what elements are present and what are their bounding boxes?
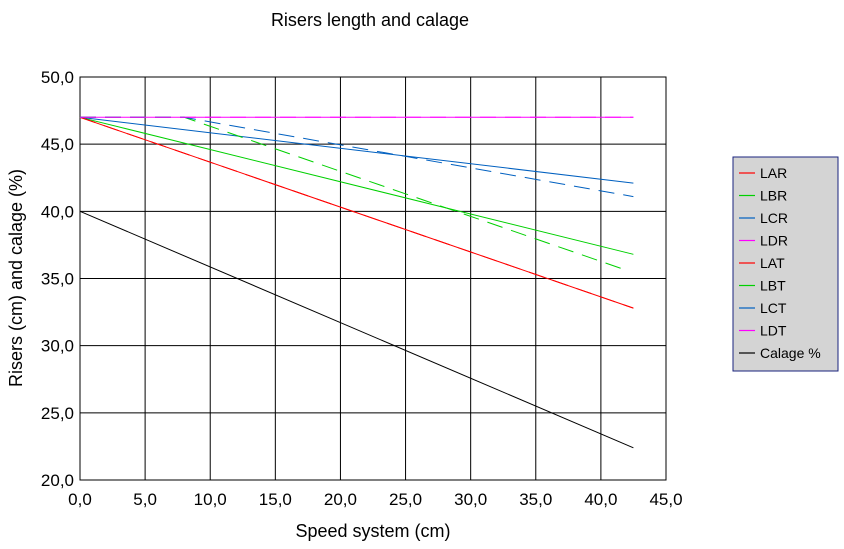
x-tick-label: 35,0 <box>519 490 552 509</box>
y-tick-label: 45,0 <box>41 135 74 154</box>
series-lines <box>79 116 634 449</box>
legend-entry: Calage % <box>760 345 821 361</box>
legend-entry: LDT <box>760 323 787 339</box>
legend-box <box>732 156 839 372</box>
legend-entry: LAR <box>760 165 787 181</box>
y-tick-label: 35,0 <box>41 270 74 289</box>
series-line-calage <box>79 210 634 449</box>
legend: LAR LBR LCR LDR LAT LBT LCT LDT Calage % <box>732 156 839 372</box>
x-axis-label: Speed system (cm) <box>295 521 450 541</box>
legend-entry: LAT <box>760 255 785 271</box>
legend-entry: LCT <box>760 300 787 316</box>
chart-title: Risers length and calage <box>271 10 469 30</box>
series-line-lat <box>79 116 634 309</box>
legend-entry: LDR <box>760 233 788 249</box>
y-tick-label: 40,0 <box>41 202 74 221</box>
x-tick-label: 25,0 <box>389 490 422 509</box>
x-tick-label: 15,0 <box>259 490 292 509</box>
y-tick-label: 30,0 <box>41 337 74 356</box>
x-tick-label: 45,0 <box>649 490 682 509</box>
tick-labels: 0,0 5,0 10,0 15,0 20,0 25,0 30,0 35,0 40,0 45,0 20… <box>41 68 683 509</box>
legend-entry: LBT <box>760 278 786 294</box>
gridlines <box>79 76 667 481</box>
x-tick-label: 30,0 <box>454 490 487 509</box>
x-tick-label: 0,0 <box>68 490 92 509</box>
y-tick-label: 20,0 <box>41 471 74 490</box>
y-axis-label: Risers (cm) and calage (%) <box>6 169 26 387</box>
y-tick-label: 50,0 <box>41 68 74 87</box>
x-tick-label: 40,0 <box>584 490 617 509</box>
series-line-lcr <box>79 116 634 184</box>
legend-entry: LCR <box>760 210 788 226</box>
y-tick-label: 25,0 <box>41 404 74 423</box>
x-tick-label: 10,0 <box>194 490 227 509</box>
x-tick-label: 20,0 <box>324 490 357 509</box>
x-tick-label: 5,0 <box>133 490 157 509</box>
legend-entry: LBR <box>760 188 787 204</box>
series-line-lbr <box>79 116 634 255</box>
